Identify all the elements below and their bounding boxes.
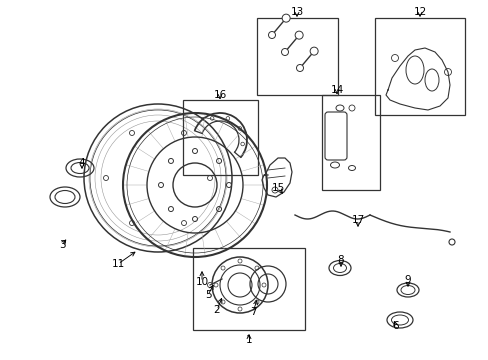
Circle shape [295, 31, 303, 39]
Circle shape [238, 259, 242, 263]
Bar [321, 95, 379, 190]
Bar [183, 100, 258, 175]
Text: 5: 5 [204, 290, 211, 300]
Circle shape [254, 266, 259, 270]
Bar [374, 18, 464, 115]
Text: 7: 7 [249, 307, 256, 317]
Text: 11: 11 [111, 259, 124, 269]
Text: 10: 10 [195, 277, 208, 287]
Circle shape [296, 64, 303, 72]
Bar [257, 18, 337, 95]
Circle shape [268, 32, 275, 39]
Bar [193, 248, 305, 330]
Text: 6: 6 [392, 321, 399, 331]
Circle shape [238, 307, 242, 311]
Text: 17: 17 [351, 215, 364, 225]
Text: 2: 2 [213, 305, 220, 315]
Text: 8: 8 [337, 255, 344, 265]
Circle shape [221, 266, 224, 270]
Text: 14: 14 [330, 85, 343, 95]
Text: 1: 1 [245, 335, 252, 345]
Text: 16: 16 [213, 90, 226, 100]
Text: 3: 3 [59, 240, 65, 250]
Circle shape [309, 47, 318, 55]
Circle shape [225, 117, 229, 120]
Circle shape [207, 283, 212, 288]
Circle shape [391, 54, 398, 62]
Text: 4: 4 [79, 158, 85, 168]
Circle shape [444, 68, 450, 76]
Circle shape [254, 300, 259, 304]
Circle shape [221, 300, 224, 304]
Text: 15: 15 [271, 183, 284, 193]
Text: 12: 12 [412, 7, 426, 17]
Circle shape [281, 49, 288, 55]
Circle shape [210, 117, 213, 120]
Circle shape [238, 127, 241, 130]
Circle shape [214, 283, 218, 287]
Text: 9: 9 [404, 275, 410, 285]
Circle shape [282, 14, 289, 22]
Text: 13: 13 [290, 7, 303, 17]
Circle shape [241, 142, 244, 146]
Circle shape [262, 283, 265, 287]
